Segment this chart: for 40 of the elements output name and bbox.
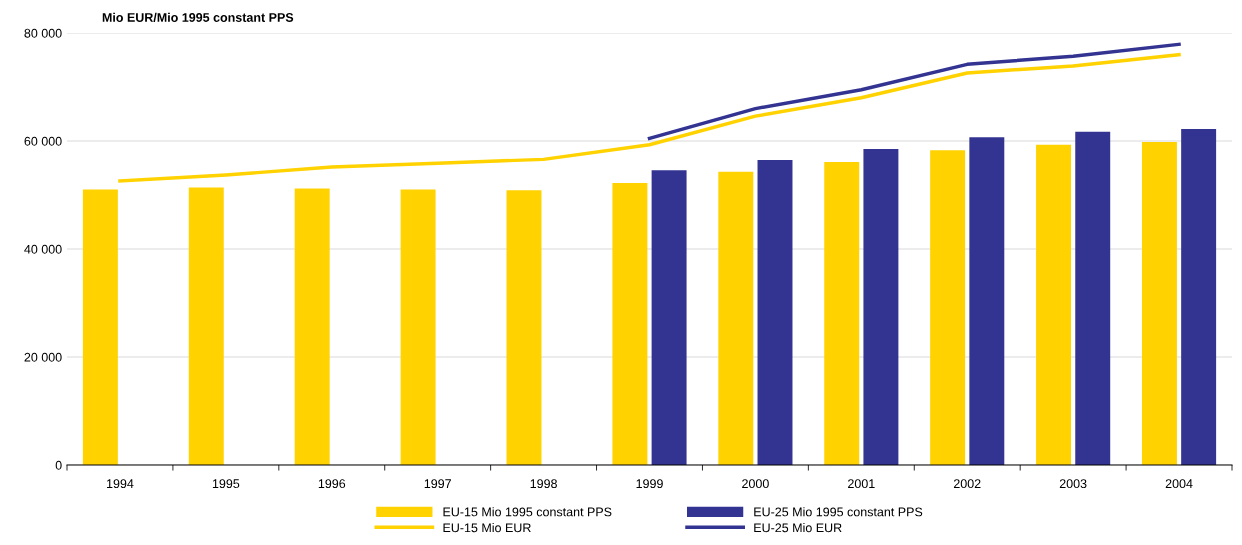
x-tick-label: 1996 [318, 479, 346, 489]
bar [506, 190, 542, 465]
legend-label: EU-25 Mio EUR [754, 523, 842, 533]
bar [824, 162, 860, 465]
x-tick-label: 2002 [953, 479, 981, 489]
x-tick-label: 2003 [1059, 479, 1087, 489]
y-tick-label: 20 000 [24, 352, 62, 362]
bar [1075, 131, 1111, 465]
bar [1141, 142, 1177, 465]
bar [718, 171, 754, 465]
bar [188, 187, 224, 465]
x-tick-label: 1995 [212, 479, 240, 489]
bar [1181, 129, 1217, 465]
x-tick-label: 2001 [848, 479, 875, 489]
x-tick-label: 1998 [530, 479, 557, 489]
bar [400, 189, 436, 465]
x-tick-label: 2004 [1165, 479, 1193, 489]
legend-label: EU-15 Mio EUR [443, 523, 531, 533]
bar [930, 150, 966, 465]
y-tick-label: 0 [55, 460, 62, 470]
y-tick-label: 80 000 [24, 28, 62, 38]
bar [294, 188, 330, 465]
line-series [647, 42, 1181, 141]
bar [651, 170, 687, 465]
legend-label: EU-15 Mio 1995 constant PPS [443, 507, 612, 517]
x-tick-label: 2000 [742, 479, 769, 489]
x-tick-label: 1999 [636, 479, 663, 489]
bar [82, 189, 118, 465]
x-tick-label: 1994 [107, 479, 134, 489]
x-tick-label: 1997 [424, 479, 451, 489]
bar [612, 183, 648, 465]
bar [757, 159, 793, 465]
bar [969, 137, 1005, 465]
bar [1036, 144, 1072, 465]
chart-title: Mio EUR/Mio 1995 constant PPS [102, 12, 294, 23]
legend-label: EU-25 Mio 1995 constant PPS [754, 507, 923, 517]
line-series [118, 52, 1181, 183]
y-tick-label: 40 000 [24, 244, 62, 254]
bar [863, 149, 899, 465]
y-tick-label: 60 000 [24, 136, 62, 146]
